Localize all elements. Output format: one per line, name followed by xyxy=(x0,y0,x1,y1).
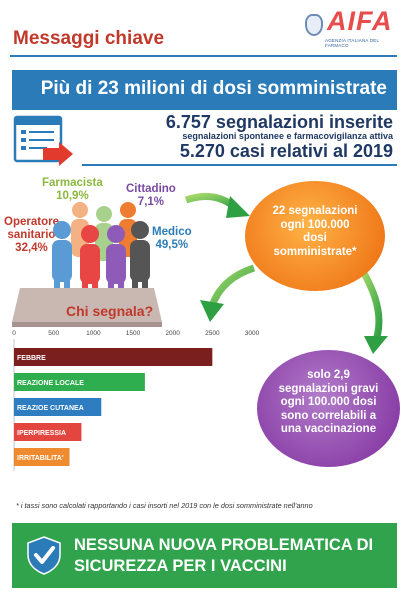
bar-label: FEBBRE xyxy=(17,355,46,362)
role-farmacista: Farmacista 10,9% xyxy=(42,177,103,203)
purple-line: una vaccinazione xyxy=(280,423,377,435)
rate-circle-purple: solo 2,9 segnalazioni gravi ogni 100.000… xyxy=(257,350,400,467)
aifa-logo: AIFA AGENZIA ITALIANA DEL FARMACO xyxy=(305,6,401,50)
x-tick-label: 1000 xyxy=(86,330,101,337)
doses-banner-text: Più di 23 milioni di dosi somministrate xyxy=(40,78,387,99)
who-reports-question: Chi segnala? xyxy=(66,303,154,319)
safety-line-1: NESSUNA NUOVA PROBLEMATICA DI xyxy=(74,536,374,554)
purple-line: segnalazioni gravi xyxy=(278,382,379,395)
role-operatore-label-1: Operatore xyxy=(4,216,59,228)
safety-banner-text: NESSUNA NUOVA PROBLEMATICA DI SICUREZZA … xyxy=(74,535,394,577)
role-medico-label: Medico xyxy=(152,226,192,238)
purple-line: ogni 100.000 dosi xyxy=(280,396,377,408)
rate-circle-orange-text: 22 segnalazioni ogni 100.000 dosi sommin… xyxy=(245,205,385,259)
signals-count: 6.757 segnalazioni inserite xyxy=(165,112,393,132)
report-form-icon xyxy=(13,115,73,166)
bar-label: REAZIOE CUTANEA xyxy=(17,405,84,412)
page-title: Messaggi chiave xyxy=(13,28,165,49)
orange-line: somministrate* xyxy=(273,245,357,258)
rate-circle-purple-text: solo 2,9 segnalazioni gravi ogni 100.000… xyxy=(257,369,400,437)
role-cittadino: Cittadino 7,1% xyxy=(126,183,176,209)
bar-label: IPERPIRESSIA xyxy=(17,430,66,437)
role-operatore-value: 32,4% xyxy=(15,242,48,254)
rate-circle-orange: 22 segnalazioni ogni 100.000 dosi sommin… xyxy=(245,181,385,291)
logo-subtitle: AGENZIA ITALIANA DEL FARMACO xyxy=(325,38,380,48)
orange-line: 22 segnalazioni xyxy=(272,205,358,217)
safety-banner: NESSUNA NUOVA PROBLEMATICA DI SICUREZZA … xyxy=(12,523,397,588)
arrow-to-orange-circle-head xyxy=(226,196,250,218)
bar xyxy=(14,373,145,391)
x-tick-label: 1500 xyxy=(126,330,141,337)
role-medico: Medico 49,5% xyxy=(152,226,192,252)
role-farmacista-label: Farmacista xyxy=(42,177,103,189)
arrow-to-chart-head xyxy=(200,300,224,322)
purple-line: sono correlabili a xyxy=(280,409,377,422)
x-tick-label: 0 xyxy=(12,330,16,337)
shield-check-icon xyxy=(27,536,61,575)
flow-arrows xyxy=(184,192,388,354)
arrow-to-purple-circle-head xyxy=(364,336,388,354)
x-tick-label: 3000 xyxy=(245,330,260,337)
header-divider xyxy=(10,55,397,57)
orange-line: dosi xyxy=(303,232,327,244)
cases-count: 5.270 casi relativi al 2019 xyxy=(179,141,393,161)
x-tick-label: 2500 xyxy=(205,330,220,337)
role-cittadino-label: Cittadino xyxy=(126,183,176,195)
logo-wordmark: AIFA xyxy=(327,6,393,36)
role-operatore-label-2: sanitario xyxy=(7,229,56,241)
x-tick-label: 2000 xyxy=(165,330,180,337)
bar xyxy=(14,448,70,466)
purple-line: solo 2,9 xyxy=(307,369,350,381)
bar xyxy=(14,423,82,441)
role-cittadino-value: 7,1% xyxy=(137,196,165,208)
bar xyxy=(14,398,102,416)
reactions-bar-chart: 0 500 1000 1500 2000 2500 3000 FEBBRE REAZIONE … xyxy=(12,330,260,471)
role-medico-value: 49,5% xyxy=(155,239,189,251)
stats-divider xyxy=(82,164,397,166)
signals-subtitle: segnalazioni spontanee e farmacovigilanz… xyxy=(182,131,393,141)
bar xyxy=(14,348,213,366)
arrow-to-purple-circle xyxy=(358,268,383,342)
doses-banner: Più di 23 milioni di dosi somministrate xyxy=(12,70,397,110)
safety-line-2: SICUREZZA PER I VACCINI xyxy=(74,557,287,575)
role-operatore: Operatore sanitario 32,4% xyxy=(4,216,59,255)
orange-line: ogni 100.000 xyxy=(280,218,350,231)
role-farmacista-value: 10,9% xyxy=(56,190,89,202)
republic-emblem-icon xyxy=(305,14,323,36)
bar-label: IRRITABILITA' xyxy=(17,455,64,462)
x-tick-label: 500 xyxy=(48,330,59,337)
platform-base xyxy=(12,288,162,327)
footnote: * i tassi sono calcolati rapportando i c… xyxy=(16,501,313,510)
arrow-to-chart xyxy=(208,264,256,308)
bar-label: REAZIONE LOCALE xyxy=(17,380,84,387)
